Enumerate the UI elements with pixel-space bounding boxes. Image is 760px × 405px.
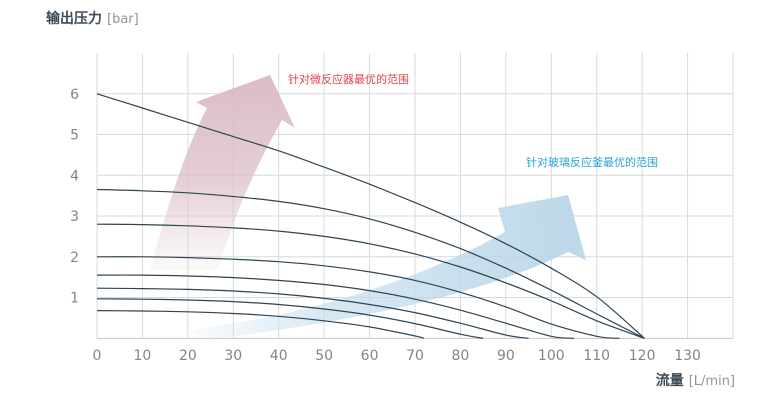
curve-series-3 [96, 223, 645, 339]
x-axis-title: 流量 [L/min] [656, 372, 735, 389]
y-tick-label: 2 [70, 250, 79, 266]
x-tick-label: 20 [179, 348, 197, 364]
micro-reactor-range-arrow [150, 75, 295, 270]
x-tick-label: 100 [538, 348, 565, 364]
x-axis-unit: [L/min] [689, 374, 735, 389]
x-tick-label: 30 [224, 348, 242, 364]
x-tick-label: 0 [93, 348, 102, 364]
x-tick-label: 10 [134, 348, 152, 364]
glass-reactor-annotation: 针对玻璃反应釜最优的范围 [526, 155, 658, 169]
y-tick-label: 3 [70, 209, 79, 225]
curve-series-1 [96, 93, 645, 339]
curve-series-4 [96, 256, 620, 339]
y-axis-unit: [bar] [107, 12, 139, 27]
x-tick-label: 70 [406, 348, 424, 364]
x-tick-label: 50 [315, 348, 333, 364]
curve-series-7 [96, 298, 484, 339]
curve-series-5 [96, 274, 575, 339]
micro-reactor-annotation: 针对微反应器最优的范围 [288, 72, 409, 86]
x-axis-label: 流量 [656, 372, 684, 389]
curve-series-2 [96, 188, 645, 339]
performance-curves [96, 93, 645, 339]
y-tick-label: 6 [70, 87, 79, 103]
y-axis-title: 输出压力 [bar] [46, 10, 139, 27]
x-tick-label: 90 [497, 348, 515, 364]
y-tick-label: 5 [70, 128, 79, 144]
x-tick-label: 110 [583, 348, 610, 364]
y-tick-label: 4 [70, 168, 79, 184]
grid-lines [96, 53, 734, 339]
x-tick-label: 40 [270, 348, 288, 364]
curve-series-6 [96, 287, 529, 339]
y-tick-label: 1 [70, 291, 79, 307]
x-tick-label: 120 [629, 348, 656, 364]
x-tick-label: 130 [674, 348, 701, 364]
y-axis-label: 输出压力 [46, 10, 102, 27]
x-tick-label: 80 [452, 348, 470, 364]
axis-ticks: 0 10 20 30 40 50 60 70 80 90 100 110 120 130 1 2 3 4 5 6 [70, 87, 701, 364]
curve-series-8 [96, 310, 425, 339]
x-tick-label: 60 [361, 348, 379, 364]
